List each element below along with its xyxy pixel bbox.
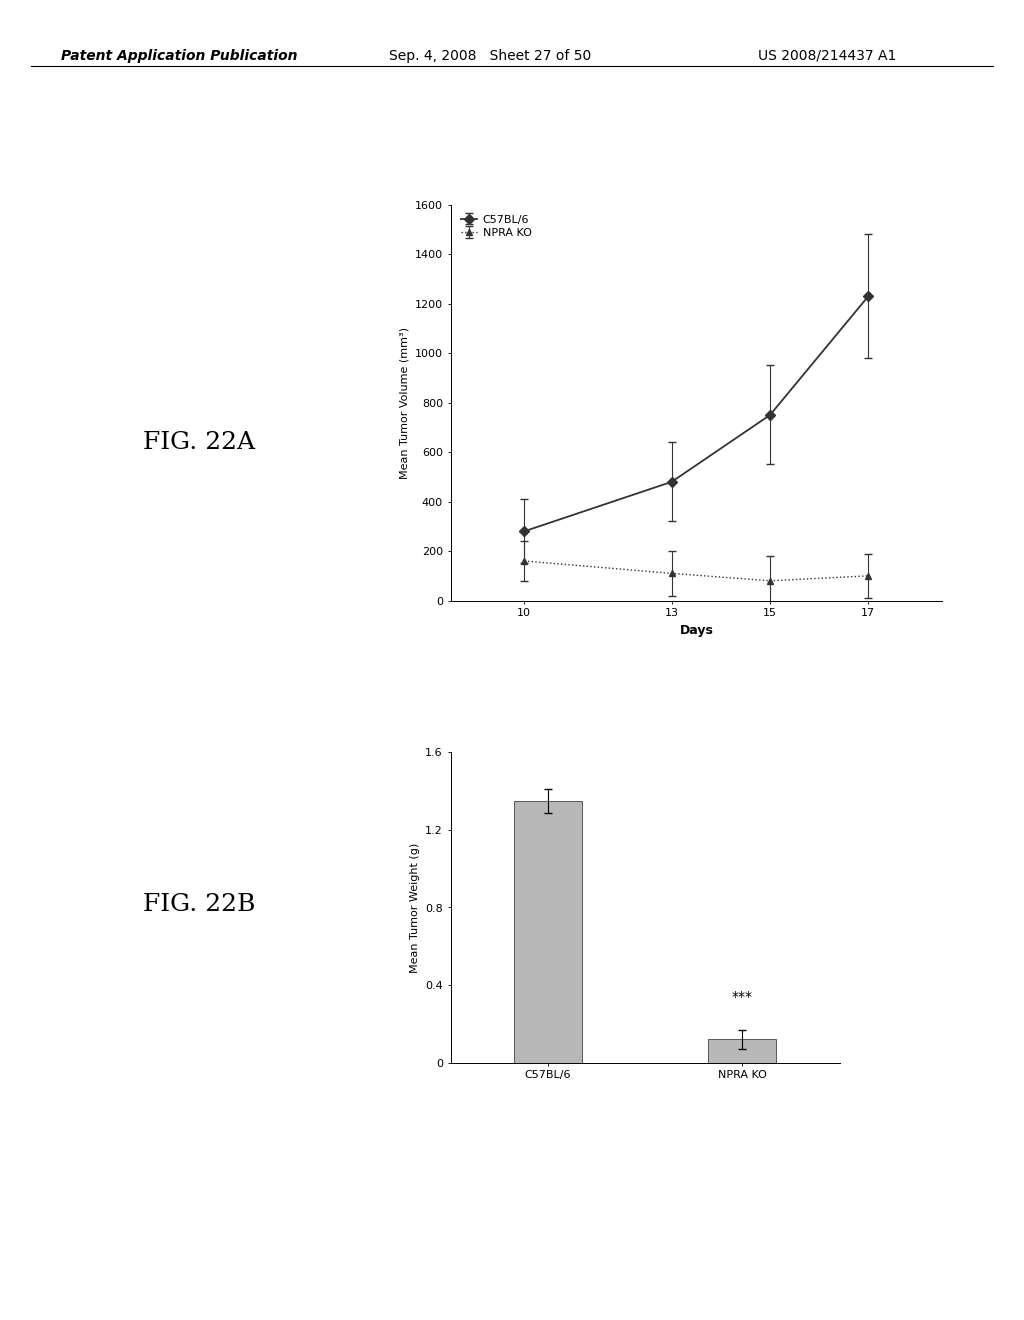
Text: US 2008/214437 A1: US 2008/214437 A1 — [758, 49, 896, 63]
Y-axis label: Mean Tumor Volume (mm³): Mean Tumor Volume (mm³) — [399, 326, 410, 479]
Text: Sep. 4, 2008   Sheet 27 of 50: Sep. 4, 2008 Sheet 27 of 50 — [389, 49, 592, 63]
Legend: C57BL/6, NPRA KO: C57BL/6, NPRA KO — [456, 210, 537, 243]
Text: FIG. 22B: FIG. 22B — [143, 892, 256, 916]
Text: Patent Application Publication: Patent Application Publication — [61, 49, 298, 63]
Text: FIG. 22A: FIG. 22A — [143, 430, 255, 454]
Text: ***: *** — [732, 990, 753, 1005]
X-axis label: Days: Days — [679, 624, 714, 636]
Bar — [514, 801, 582, 1063]
Bar — [709, 1039, 776, 1063]
Y-axis label: Mean Tumor Weight (g): Mean Tumor Weight (g) — [410, 842, 420, 973]
